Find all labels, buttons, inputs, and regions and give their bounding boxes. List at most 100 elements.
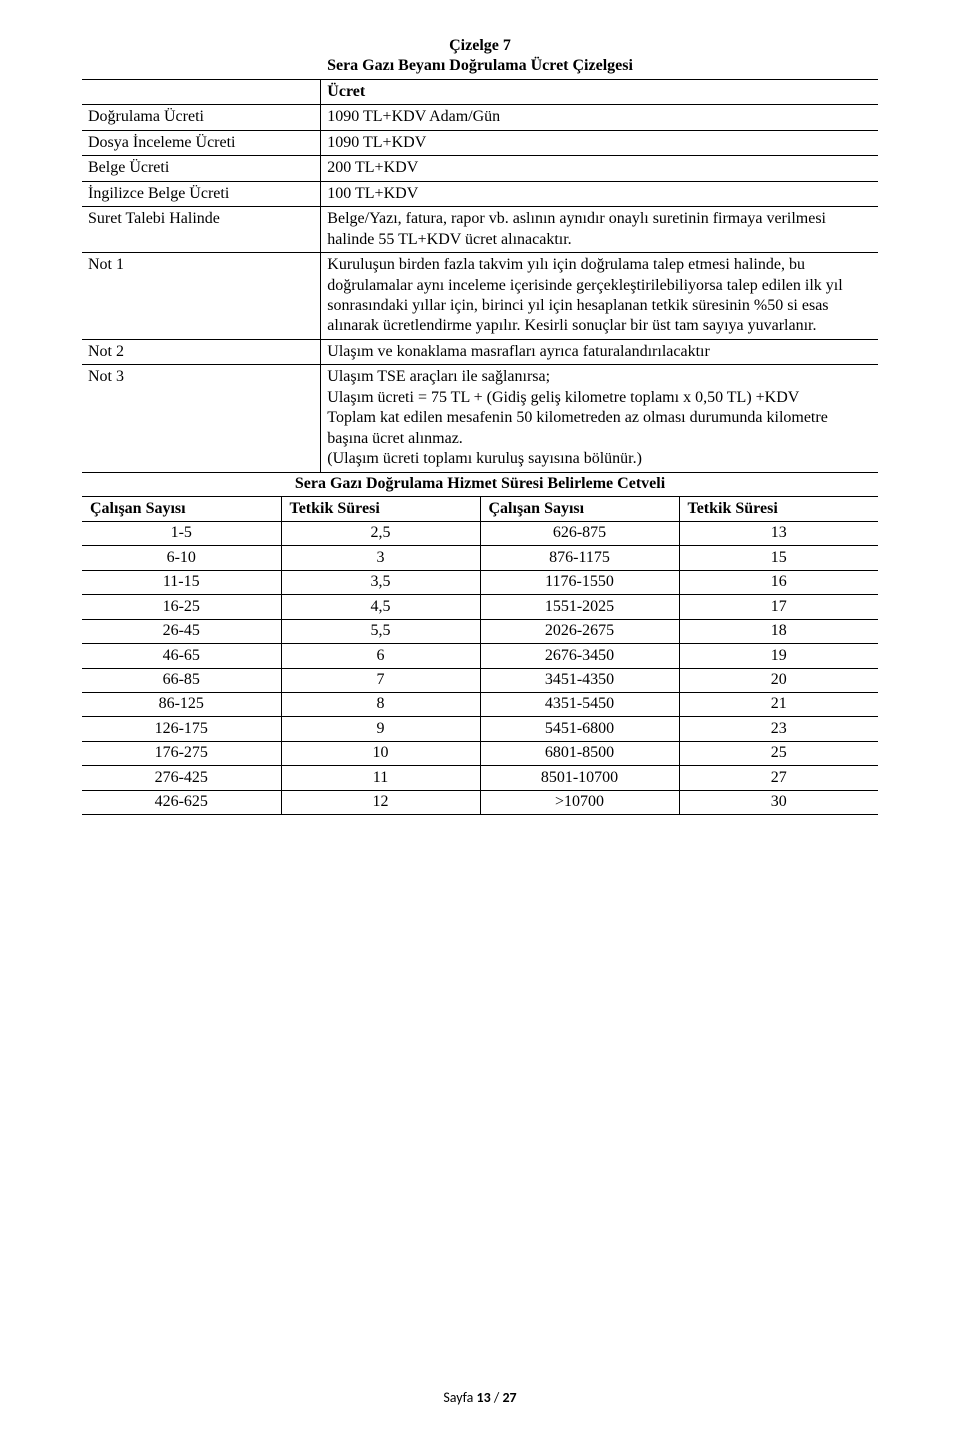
table-cell: 19: [679, 644, 878, 668]
footer-sep: /: [491, 1389, 503, 1406]
info-value: Ulaşım ve konaklama masrafları ayrıca fa…: [321, 339, 878, 364]
table-cell: 46-65: [82, 644, 281, 668]
info-table: Ücret Doğrulama Ücreti1090 TL+KDV Adam/G…: [82, 79, 878, 473]
table-cell: 426-625: [82, 790, 281, 814]
table-row: 426-62512>1070030: [82, 790, 878, 814]
table-row: 176-275106801-850025: [82, 741, 878, 765]
table-cell: 9: [281, 717, 480, 741]
info-label: Not 1: [82, 253, 321, 340]
table-cell: 26-45: [82, 619, 281, 643]
table-row: 16-254,51551-202517: [82, 595, 878, 619]
table-cell: 10: [281, 741, 480, 765]
table-cell: 3,5: [281, 570, 480, 594]
info-label: Doğrulama Ücreti: [82, 105, 321, 130]
table-cell: 2676-3450: [480, 644, 679, 668]
table-header: Tetkik Süresi: [679, 497, 878, 521]
info-label: Not 3: [82, 365, 321, 472]
table-row: 1-52,5626-87513: [82, 521, 878, 545]
info-label: Suret Talebi Halinde: [82, 207, 321, 253]
table-cell: 176-275: [82, 741, 281, 765]
section2-header: Sera Gazı Doğrulama Hizmet Süresi Belirl…: [82, 472, 878, 496]
table-cell: 27: [679, 766, 878, 790]
info-value: 1090 TL+KDV Adam/Gün: [321, 105, 878, 130]
blank-header: [82, 79, 321, 104]
table-cell: >10700: [480, 790, 679, 814]
table-cell: 20: [679, 668, 878, 692]
info-value: Kuruluşun birden fazla takvim yılı için …: [321, 253, 878, 340]
table-cell: 86-125: [82, 692, 281, 716]
table-cell: 11: [281, 766, 480, 790]
footer-page: 13: [477, 1389, 491, 1406]
info-label: Not 2: [82, 339, 321, 364]
table-cell: 30: [679, 790, 878, 814]
table-cell: 6-10: [82, 546, 281, 570]
table-header: Çalışan Sayısı: [82, 497, 281, 521]
table-cell: 3451-4350: [480, 668, 679, 692]
table-cell: 126-175: [82, 717, 281, 741]
table-cell: 276-425: [82, 766, 281, 790]
table-cell: 626-875: [480, 521, 679, 545]
table-row: 11-153,51176-155016: [82, 570, 878, 594]
ucret-header: Ücret: [321, 79, 878, 104]
table-cell: 6: [281, 644, 480, 668]
table-cell: 11-15: [82, 570, 281, 594]
table-cell: 6801-8500: [480, 741, 679, 765]
info-label: Belge Ücreti: [82, 156, 321, 181]
table-cell: 1176-1550: [480, 570, 679, 594]
title-line2: Sera Gazı Beyanı Doğrulama Ücret Çizelge…: [82, 57, 878, 75]
table-cell: 8: [281, 692, 480, 716]
table-header: Çalışan Sayısı: [480, 497, 679, 521]
table-row: 26-455,52026-267518: [82, 619, 878, 643]
table-cell: 17: [679, 595, 878, 619]
table-row: 126-17595451-680023: [82, 717, 878, 741]
page-footer: Sayfa 13 / 27: [0, 1389, 960, 1406]
table-row: 6-103876-117515: [82, 546, 878, 570]
table-cell: 5451-6800: [480, 717, 679, 741]
info-label: Dosya İnceleme Ücreti: [82, 130, 321, 155]
footer-prefix: Sayfa: [443, 1389, 476, 1406]
info-value: Ulaşım TSE araçları ile sağlanırsa;Ulaşı…: [321, 365, 878, 472]
table-cell: 1551-2025: [480, 595, 679, 619]
table-cell: 16-25: [82, 595, 281, 619]
info-row: Not 2Ulaşım ve konaklama masrafları ayrı…: [82, 339, 878, 364]
table-cell: 13: [679, 521, 878, 545]
info-row: Not 1Kuruluşun birden fazla takvim yılı …: [82, 253, 878, 340]
table-cell: 15: [679, 546, 878, 570]
table-cell: 5,5: [281, 619, 480, 643]
info-value: 1090 TL+KDV: [321, 130, 878, 155]
table-row: 276-425118501-1070027: [82, 766, 878, 790]
info-label: İngilizce Belge Ücreti: [82, 181, 321, 206]
table-cell: 7: [281, 668, 480, 692]
info-value: 100 TL+KDV: [321, 181, 878, 206]
table-cell: 21: [679, 692, 878, 716]
info-value: Belge/Yazı, fatura, rapor vb. aslının ay…: [321, 207, 878, 253]
duration-table: Sera Gazı Doğrulama Hizmet Süresi Belirl…: [82, 472, 878, 816]
table-cell: 8501-10700: [480, 766, 679, 790]
table-cell: 3: [281, 546, 480, 570]
info-row: Doğrulama Ücreti1090 TL+KDV Adam/Gün: [82, 105, 878, 130]
info-value: 200 TL+KDV: [321, 156, 878, 181]
table-row: 66-8573451-435020: [82, 668, 878, 692]
table-cell: 66-85: [82, 668, 281, 692]
table-cell: 23: [679, 717, 878, 741]
table-row: 46-6562676-345019: [82, 644, 878, 668]
info-row: Not 3Ulaşım TSE araçları ile sağlanırsa;…: [82, 365, 878, 472]
table-cell: 876-1175: [480, 546, 679, 570]
table-cell: 2,5: [281, 521, 480, 545]
table-cell: 12: [281, 790, 480, 814]
table-cell: 1-5: [82, 521, 281, 545]
info-row: Dosya İnceleme Ücreti1090 TL+KDV: [82, 130, 878, 155]
info-row: İngilizce Belge Ücreti100 TL+KDV: [82, 181, 878, 206]
table-cell: 16: [679, 570, 878, 594]
table-cell: 4,5: [281, 595, 480, 619]
table-cell: 4351-5450: [480, 692, 679, 716]
table-cell: 18: [679, 619, 878, 643]
table-cell: 2026-2675: [480, 619, 679, 643]
table-header: Tetkik Süresi: [281, 497, 480, 521]
table-row: 86-12584351-545021: [82, 692, 878, 716]
info-row: Belge Ücreti200 TL+KDV: [82, 156, 878, 181]
page: Çizelge 7 Sera Gazı Beyanı Doğrulama Ücr…: [0, 0, 960, 1446]
info-row: Suret Talebi HalindeBelge/Yazı, fatura, …: [82, 207, 878, 253]
table-cell: 25: [679, 741, 878, 765]
title-line1: Çizelge 7: [82, 36, 878, 57]
